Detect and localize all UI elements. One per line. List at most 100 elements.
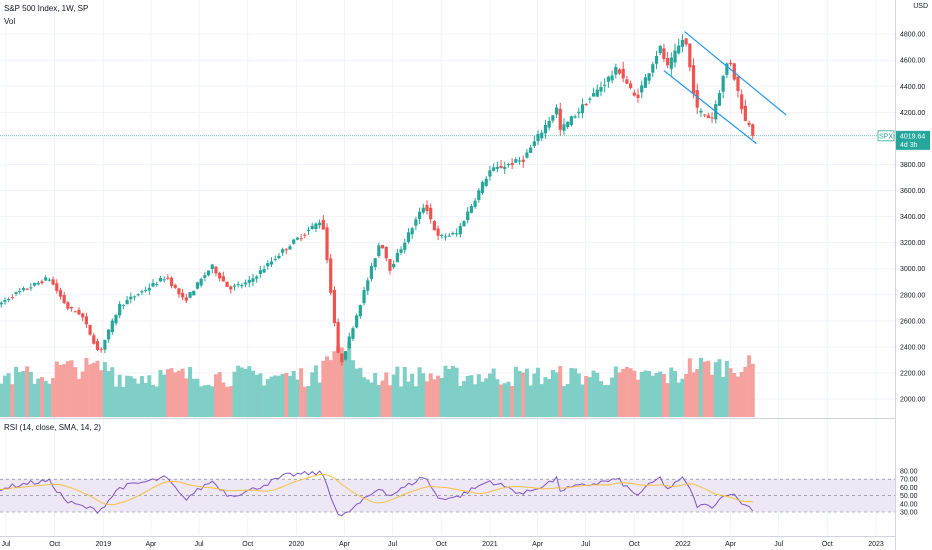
volume-bar — [735, 376, 740, 417]
price-tick-label: 2600.00 — [900, 318, 925, 325]
rsi-legend: RSI (14, close, SMA, 14, 2) — [4, 421, 101, 434]
volume-bar — [328, 360, 333, 417]
candle-body — [99, 348, 103, 350]
time-tick-label: Apr — [145, 541, 157, 548]
volume-bar — [217, 372, 222, 417]
volume-bar — [424, 381, 429, 417]
candle-body — [484, 178, 488, 186]
volume-bar — [380, 380, 385, 417]
candle-body — [573, 116, 577, 118]
candle-body — [151, 282, 155, 287]
volume-bar — [558, 366, 563, 417]
candle-body — [210, 264, 214, 269]
candle-body — [725, 63, 729, 75]
channel-lower-line — [663, 70, 757, 145]
volume-bar — [443, 365, 448, 417]
time-tick-label: 2023 — [868, 541, 884, 548]
volume-bar — [302, 386, 307, 417]
candle-body — [199, 278, 203, 286]
candle-body — [266, 263, 270, 267]
candle-body — [181, 292, 185, 298]
candle-body — [21, 288, 26, 291]
candle-body — [340, 353, 344, 363]
volume-bar — [313, 365, 318, 417]
volume-bar — [506, 381, 511, 417]
candle-body — [14, 292, 18, 294]
volume-bar — [406, 381, 411, 417]
volume-bar — [428, 373, 433, 417]
price-tick-label: 2000.00 — [900, 397, 925, 404]
time-tick-label: Jul — [2, 541, 11, 548]
candle-body — [206, 270, 211, 276]
volume-bar — [565, 384, 570, 417]
candle-body — [436, 228, 440, 236]
volume-bar — [710, 374, 715, 417]
candle-body — [421, 207, 425, 213]
candle-body — [218, 272, 222, 279]
volume-bar — [43, 380, 48, 417]
volume-bar — [325, 356, 330, 417]
volume-bar — [750, 363, 755, 417]
time-tick-label: Jul — [388, 541, 397, 548]
volume-bar — [376, 384, 381, 417]
volume-bar — [288, 375, 293, 417]
volume-bar — [199, 386, 204, 417]
volume-bar — [561, 386, 566, 417]
rsi-title: RSI (14, close, SMA, 14, 2) — [4, 423, 101, 432]
volume-bar — [114, 386, 119, 417]
candle-body — [614, 66, 618, 75]
candle-body — [617, 69, 622, 74]
price-axis: 2000.00 2200.00 2400.00 2600.00 2800.00 3000.… — [900, 32, 925, 517]
price-tick-label: 2800.00 — [900, 292, 925, 299]
volume-bar — [387, 385, 392, 417]
candle-body — [469, 206, 474, 213]
candle-body — [32, 282, 37, 286]
volume-bar — [206, 384, 211, 417]
volume-bar — [632, 370, 637, 417]
volume-bar — [462, 381, 467, 417]
price-tick-label: 3400.00 — [900, 214, 925, 221]
candle-body — [466, 211, 470, 221]
volume-bar — [25, 366, 30, 417]
volume-bar — [51, 378, 56, 417]
candle-body — [95, 341, 100, 350]
candle-body — [118, 304, 122, 316]
volume-bar — [502, 383, 507, 417]
candle-body — [240, 285, 244, 287]
volume-bar — [687, 358, 692, 417]
volume-bar — [439, 377, 444, 417]
candle-body — [140, 291, 144, 293]
candle-body — [162, 279, 166, 281]
candle-body — [169, 277, 174, 286]
rsi-sma-line — [0, 473, 753, 506]
volume-bar — [621, 368, 626, 417]
candle-body — [214, 266, 218, 274]
candle-body — [414, 219, 418, 226]
candle-body — [332, 290, 337, 324]
volume-bar — [587, 377, 592, 417]
volume-bar — [80, 371, 85, 417]
candle-body — [18, 290, 22, 292]
candle-body — [251, 278, 255, 282]
candle-body — [347, 336, 351, 349]
volume-bar — [210, 386, 215, 417]
candle-body — [425, 204, 429, 212]
candle-body — [588, 98, 592, 100]
candle-body — [303, 234, 307, 236]
candle-body — [747, 122, 751, 125]
volume-bar — [343, 351, 348, 417]
candle-body — [728, 62, 733, 65]
time-tick-label: Oct — [822, 541, 833, 548]
candle-body — [562, 124, 566, 131]
candle-body — [703, 114, 707, 116]
volume-bar — [573, 368, 578, 417]
volume-bar — [628, 368, 633, 417]
candle-body — [73, 311, 77, 313]
volume-bar — [176, 370, 181, 417]
candle-body — [351, 328, 355, 339]
candle-body — [488, 170, 492, 177]
price-tick-label: 4600.00 — [900, 58, 925, 65]
volume-bar — [450, 365, 455, 417]
candle-body — [473, 200, 477, 207]
